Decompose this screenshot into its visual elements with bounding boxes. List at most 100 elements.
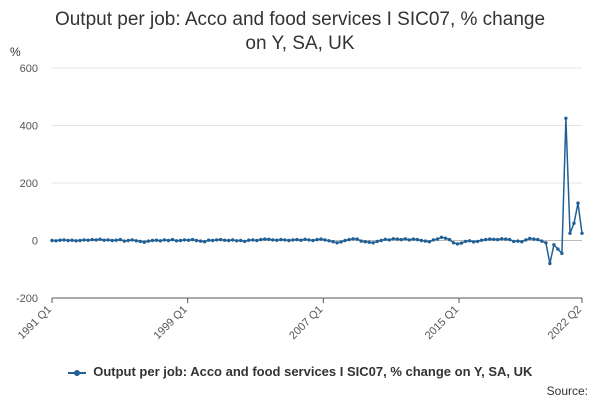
data-point [528, 236, 532, 241]
data-point [170, 237, 175, 242]
data-point [467, 239, 472, 243]
data-point [492, 237, 496, 241]
data-point [206, 238, 211, 242]
data-point [186, 238, 191, 242]
x-tick-label: 2007 Q1 [287, 304, 325, 342]
data-point [335, 241, 339, 245]
data-point [275, 238, 279, 242]
data-point [255, 238, 259, 243]
data-point [94, 238, 98, 242]
data-point [267, 237, 271, 241]
data-point [299, 238, 303, 242]
data-point [363, 240, 367, 244]
data-point [78, 238, 82, 243]
data-point [251, 238, 255, 242]
data-point [327, 239, 331, 243]
data-point [488, 237, 492, 241]
data-point [122, 239, 127, 243]
data-point [576, 201, 580, 205]
data-point [572, 221, 576, 225]
data-point [247, 238, 251, 242]
data-point [311, 238, 315, 243]
data-point [146, 239, 151, 243]
legend: Output per job: Acco and food services I… [0, 364, 600, 379]
y-tick-label: -200 [16, 293, 38, 305]
data-point [106, 238, 110, 242]
data-point [447, 237, 452, 242]
data-point [98, 237, 102, 241]
data-point [259, 237, 263, 242]
data-point [455, 242, 460, 246]
data-point [524, 238, 528, 242]
data-point [66, 238, 70, 243]
data-point [231, 238, 235, 242]
data-point [194, 238, 199, 243]
data-point [110, 238, 114, 243]
data-point [395, 237, 399, 241]
data-point [210, 238, 215, 243]
data-point [178, 238, 183, 243]
data-point [82, 238, 86, 242]
data-point [355, 237, 359, 241]
data-point [427, 240, 432, 244]
data-point [540, 239, 544, 243]
chart-title-line-2: on Y, SA, UK [245, 33, 355, 54]
data-point [504, 237, 508, 241]
data-point [496, 237, 500, 242]
data-point [90, 237, 94, 242]
source-label: Source: [546, 384, 588, 398]
data-point [471, 240, 476, 244]
data-point [516, 239, 520, 243]
data-point [415, 237, 420, 242]
data-point [520, 240, 524, 244]
y-tick-label: 200 [20, 178, 38, 190]
data-point [347, 237, 351, 242]
data-point [198, 239, 203, 243]
data-point [371, 241, 375, 245]
x-tick-label: 2022 Q2 [546, 304, 584, 342]
data-point [359, 239, 363, 243]
data-point [351, 237, 355, 241]
x-tick-label: 1991 Q1 [16, 304, 54, 342]
data-point [443, 236, 448, 240]
data-point [387, 238, 391, 242]
data-point [283, 238, 287, 242]
data-point [223, 238, 227, 242]
data-point [339, 240, 343, 244]
x-tick-label: 1999 Q1 [151, 304, 189, 342]
data-point [74, 239, 78, 243]
data-point [291, 238, 295, 242]
data-point [154, 238, 159, 242]
data-point [343, 238, 347, 243]
y-tick-label: 600 [20, 63, 38, 75]
data-point [479, 238, 484, 242]
data-point [379, 238, 383, 243]
series-line [51, 117, 583, 265]
y-tick-label: 400 [20, 121, 38, 133]
data-point [451, 241, 456, 245]
data-point [130, 238, 134, 242]
data-point [218, 237, 223, 242]
data-point [399, 237, 403, 242]
data-point [214, 238, 219, 242]
data-point [548, 261, 552, 266]
x-tick-label: 2015 Q1 [423, 304, 461, 342]
data-point [190, 237, 195, 242]
data-point [323, 238, 327, 242]
chart-title: Output per job: Acco and food services I… [0, 8, 600, 56]
data-point [500, 237, 504, 241]
data-point [182, 238, 187, 242]
data-point [235, 239, 239, 243]
data-point [134, 239, 138, 243]
data-point [86, 238, 90, 242]
data-point [319, 237, 323, 241]
data-point [560, 251, 564, 256]
chart-title-line-1: Output per job: Acco and food services I… [54, 9, 546, 30]
data-point [459, 241, 464, 245]
legend-swatch [67, 369, 86, 376]
data-point [138, 239, 142, 244]
data-point [70, 238, 74, 242]
data-point [150, 238, 155, 243]
data-point [50, 238, 54, 243]
